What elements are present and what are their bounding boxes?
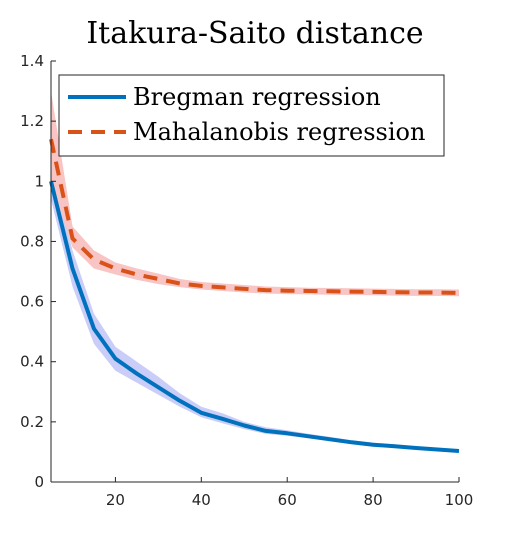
series-1-band [51, 163, 459, 453]
series-lines [49, 138, 460, 453]
y-tick-label: 0.6 [20, 293, 44, 311]
x-tick-label: 80 [364, 491, 383, 509]
y-tick-label: 1.2 [20, 112, 44, 130]
series-1-legend-label: Bregman regression [133, 83, 381, 111]
axes: 0 0.2 0.4 0.6 0.8 1 1.2 1.4 20 40 60 80 100 [20, 52, 473, 509]
x-tick-label: 60 [278, 491, 297, 509]
chart-title: Itakura-Saito distance [86, 16, 423, 51]
x-tick-label: 40 [192, 491, 211, 509]
series-1-line [49, 180, 460, 453]
x-tick-label: 20 [106, 491, 125, 509]
y-tick-label: 0.8 [20, 232, 44, 250]
y-tick-label: 0.2 [20, 413, 44, 431]
legend-box [58, 74, 445, 157]
y-tick-label: 1 [34, 172, 44, 190]
confidence-bands [51, 91, 459, 453]
series-2-legend-label: Mahalanobis regression [133, 118, 425, 146]
y-tick-label: 0 [34, 473, 44, 491]
y-tick-label: 0.4 [20, 353, 44, 371]
x-tick-label: 100 [445, 491, 474, 509]
y-tick-label: 1.4 [20, 52, 44, 70]
legend: Bregman regression Mahalanobis regression [58, 74, 445, 157]
